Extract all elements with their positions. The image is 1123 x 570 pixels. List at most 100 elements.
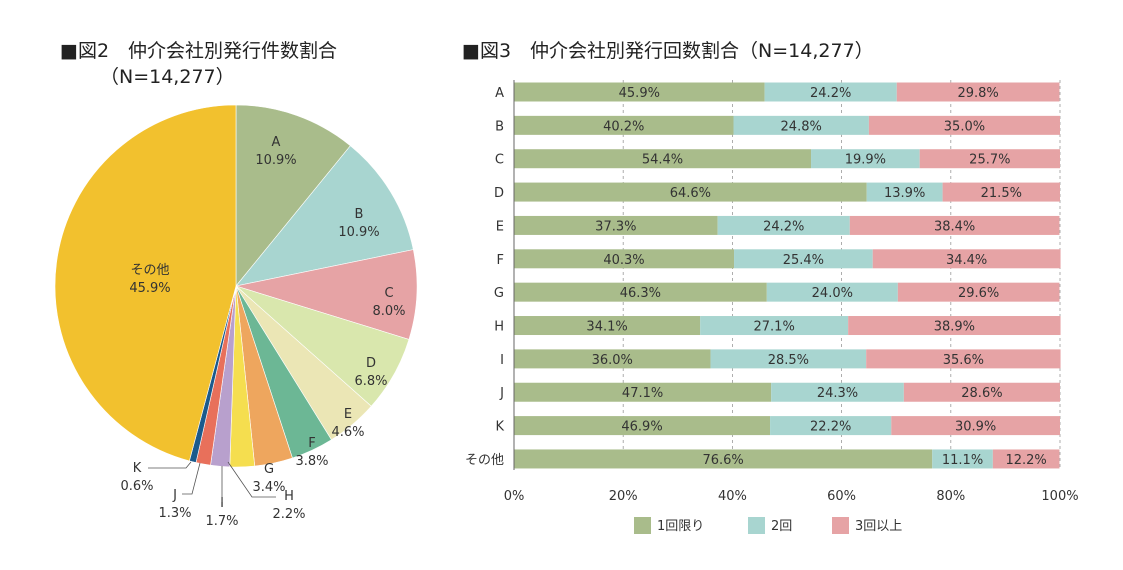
pie-slice-C bbox=[235, 249, 418, 340]
pie-label: H bbox=[284, 489, 294, 504]
bar-segment bbox=[514, 149, 812, 169]
bar-segment bbox=[992, 449, 1060, 469]
bar-value-label: 30.9% bbox=[955, 420, 996, 435]
bar-value-label: 45.9% bbox=[619, 86, 660, 101]
bar-value-label: 24.2% bbox=[763, 219, 804, 234]
bar-value-label: 47.1% bbox=[622, 386, 663, 401]
bar-segment bbox=[514, 416, 771, 436]
bar-value-label: 37.3% bbox=[595, 219, 636, 234]
category-label: F bbox=[497, 253, 504, 268]
pie-value-label: 45.9% bbox=[129, 281, 170, 296]
bar-segment bbox=[868, 115, 1060, 135]
bar-value-label: 40.3% bbox=[603, 253, 644, 268]
pie-label: D bbox=[366, 356, 376, 371]
bar-segment bbox=[872, 249, 1061, 269]
pie-label: C bbox=[384, 286, 393, 301]
category-label: E bbox=[496, 219, 504, 234]
leader-line bbox=[182, 462, 201, 495]
pie-value-label: 10.9% bbox=[255, 153, 296, 168]
pie-label: E bbox=[344, 407, 352, 422]
bar-value-label: 36.0% bbox=[592, 353, 633, 368]
bar-value-label: 25.7% bbox=[969, 153, 1010, 168]
bar-value-label: 28.5% bbox=[768, 353, 809, 368]
x-tick-label: 0% bbox=[504, 489, 525, 504]
legend-label: 2回 bbox=[771, 519, 792, 534]
bar-value-label: 22.2% bbox=[810, 420, 851, 435]
pie-label: J bbox=[172, 488, 177, 503]
bar-title: ■図3 仲介会社別発行回数割合（N=14,277） bbox=[462, 40, 874, 62]
x-tick-label: 100% bbox=[1041, 489, 1078, 504]
pie-value-label: 3.8% bbox=[295, 454, 328, 469]
pie-subtitle: （N=14,277） bbox=[100, 66, 235, 88]
category-label: A bbox=[495, 86, 504, 101]
bar-value-label: 21.5% bbox=[981, 186, 1022, 201]
legend-swatch bbox=[748, 517, 765, 534]
pie-value-label: 6.8% bbox=[354, 374, 387, 389]
bar-value-label: 35.0% bbox=[944, 119, 985, 134]
bar-value-label: 29.6% bbox=[958, 286, 999, 301]
bar-segment bbox=[866, 182, 943, 202]
category-label: I bbox=[500, 353, 504, 368]
leader-line bbox=[148, 461, 192, 469]
pie-value-label: 8.0% bbox=[372, 304, 405, 319]
pie-label: B bbox=[355, 207, 364, 222]
pie-label: G bbox=[264, 462, 274, 477]
bar-segment bbox=[771, 382, 904, 402]
bar-segment bbox=[514, 282, 767, 302]
bar-value-label: 24.3% bbox=[817, 386, 858, 401]
bar-value-label: 27.1% bbox=[754, 320, 795, 335]
bar-value-label: 46.9% bbox=[621, 420, 662, 435]
bar-segment bbox=[514, 182, 867, 202]
legend-label: 1回限り bbox=[657, 519, 704, 534]
x-tick-label: 20% bbox=[609, 489, 638, 504]
bar-segment bbox=[514, 249, 735, 269]
bar-segment bbox=[942, 182, 1060, 202]
bar-segment bbox=[891, 416, 1060, 436]
bar-value-label: 12.2% bbox=[1005, 453, 1046, 468]
leader-line bbox=[227, 461, 276, 498]
pie-label: その他 bbox=[130, 263, 169, 278]
bar-segment bbox=[514, 382, 772, 402]
bar-segment bbox=[766, 282, 898, 302]
pie-value-label: 4.6% bbox=[331, 425, 364, 440]
pie-value-label: 2.2% bbox=[272, 507, 305, 522]
category-label: G bbox=[494, 286, 504, 301]
pie-slice-A bbox=[235, 104, 351, 287]
pie-label: A bbox=[272, 135, 281, 150]
bar-value-label: 40.2% bbox=[603, 119, 644, 134]
bar-segment bbox=[932, 449, 993, 469]
bar-value-label: 64.6% bbox=[670, 186, 711, 201]
bar-value-label: 38.4% bbox=[934, 219, 975, 234]
category-label: B bbox=[495, 119, 504, 134]
pie-value-label: 10.9% bbox=[338, 225, 379, 240]
bar-segment bbox=[700, 316, 849, 336]
bar-segment bbox=[919, 149, 1060, 169]
bar-segment bbox=[764, 82, 897, 102]
bar-segment bbox=[903, 382, 1060, 402]
bar-value-label: 34.1% bbox=[586, 320, 627, 335]
bar-value-label: 76.6% bbox=[702, 453, 743, 468]
pie-value-label: 1.7% bbox=[205, 514, 238, 529]
bar-value-label: 28.6% bbox=[961, 386, 1002, 401]
bar-segment bbox=[897, 282, 1060, 302]
bar-value-label: 19.9% bbox=[845, 153, 886, 168]
bar-value-label: 24.0% bbox=[812, 286, 853, 301]
pie-slice-その他 bbox=[54, 104, 237, 462]
bar-value-label: 54.4% bbox=[642, 153, 683, 168]
bar-segment bbox=[514, 215, 718, 235]
category-label: C bbox=[495, 153, 504, 168]
category-label: K bbox=[495, 420, 504, 435]
bar-value-label: 38.9% bbox=[934, 320, 975, 335]
bar-segment bbox=[866, 349, 1061, 369]
bar-value-label: 13.9% bbox=[884, 186, 925, 201]
category-label: J bbox=[499, 386, 504, 401]
category-label: H bbox=[494, 320, 504, 335]
pie-slice-B bbox=[235, 145, 414, 287]
bar-segment bbox=[734, 249, 873, 269]
bar-segment bbox=[848, 316, 1061, 336]
bar-segment bbox=[811, 149, 920, 169]
bar-segment bbox=[896, 82, 1060, 102]
bar-segment bbox=[514, 82, 765, 102]
